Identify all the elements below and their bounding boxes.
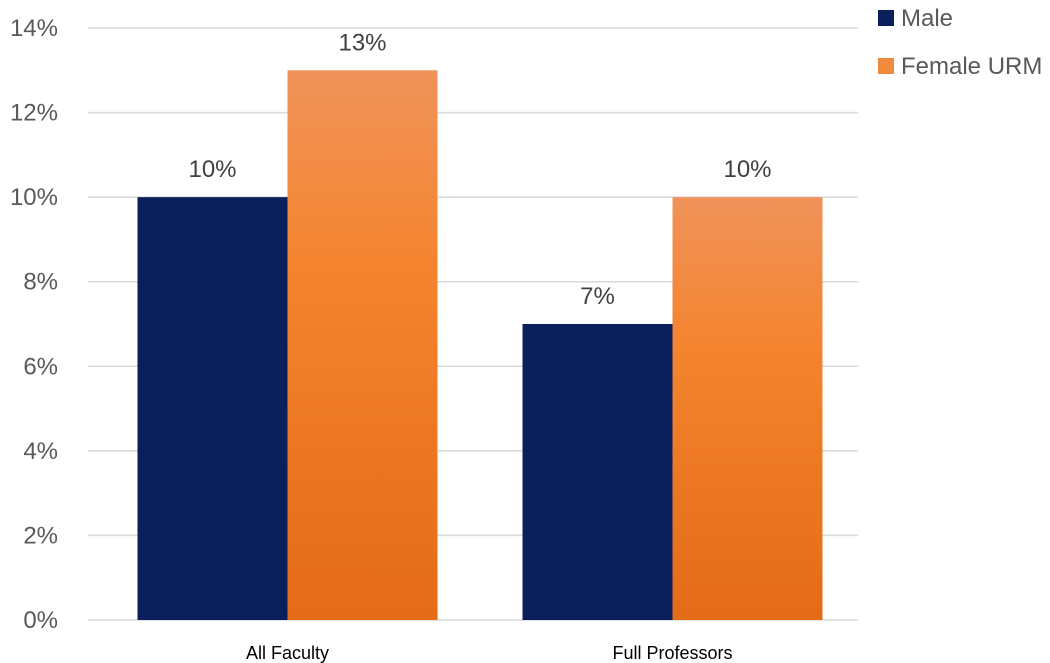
y-tick-label: 10% xyxy=(10,184,58,211)
legend-swatch xyxy=(878,10,894,26)
legend-swatch xyxy=(878,58,894,74)
y-tick-label: 2% xyxy=(23,522,58,549)
y-tick-label: 6% xyxy=(23,353,58,380)
data-labels: 10% 13% 7% 10% xyxy=(188,29,771,310)
y-tick-label: 14% xyxy=(10,15,58,42)
legend-label: Female URM xyxy=(901,53,1042,80)
y-tick-label: 8% xyxy=(23,269,58,296)
data-label: 13% xyxy=(338,29,386,56)
legend-item: Male xyxy=(878,5,953,32)
bar xyxy=(522,324,673,620)
bar xyxy=(137,197,288,620)
x-tick-label: Full Professors xyxy=(612,643,732,663)
y-axis-tick-labels: 0% 2% 4% 6% 8% 10% 12% 14% xyxy=(10,15,58,634)
x-axis-tick-labels: All Faculty Full Professors xyxy=(246,643,733,663)
y-tick-label: 0% xyxy=(23,607,58,634)
bars xyxy=(137,70,823,621)
bar xyxy=(287,70,438,621)
y-tick-label: 4% xyxy=(23,438,58,465)
x-tick-label: All Faculty xyxy=(246,643,329,663)
data-label: 10% xyxy=(188,156,236,183)
legend: Male Female URM xyxy=(878,5,1042,80)
data-label: 10% xyxy=(723,156,771,183)
bar xyxy=(672,197,823,620)
y-tick-label: 12% xyxy=(10,100,58,127)
data-label: 7% xyxy=(580,283,615,310)
legend-item: Female URM xyxy=(878,53,1042,80)
legend-label: Male xyxy=(901,5,953,32)
